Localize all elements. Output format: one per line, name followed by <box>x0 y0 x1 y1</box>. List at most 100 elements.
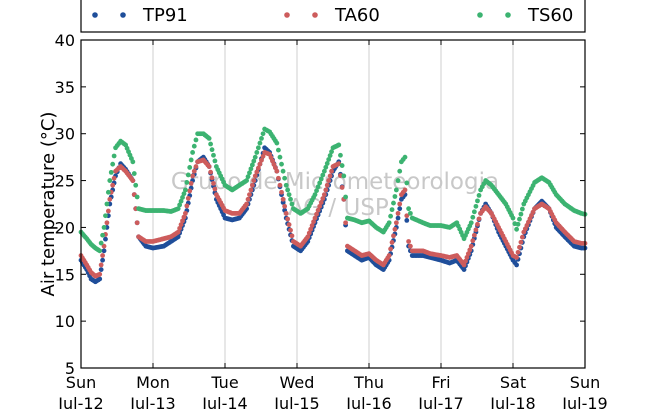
watermark-line-2: IAG / USP <box>281 195 389 221</box>
data-point <box>285 216 291 222</box>
data-point <box>254 150 260 155</box>
data-point <box>306 230 312 236</box>
data-point <box>391 233 396 239</box>
data-point <box>104 201 110 207</box>
data-point <box>175 229 181 235</box>
data-point <box>245 174 251 180</box>
y-tick-label: 40 <box>55 31 75 50</box>
data-point <box>248 187 254 193</box>
data-point <box>309 223 315 228</box>
data-point <box>184 180 190 185</box>
data-point <box>329 149 334 155</box>
data-point <box>515 221 521 227</box>
data-point <box>188 157 194 163</box>
data-point <box>318 200 324 205</box>
data-point <box>286 192 292 198</box>
data-point <box>289 233 295 239</box>
data-point <box>514 255 519 260</box>
data-point <box>283 210 289 216</box>
data-point <box>517 244 522 250</box>
data-point <box>327 153 333 158</box>
data-point <box>187 165 193 170</box>
x-tick-day-label: Sun <box>570 373 600 392</box>
data-point <box>517 216 522 222</box>
data-point <box>406 206 411 212</box>
data-point <box>254 169 260 175</box>
data-point <box>468 243 474 249</box>
data-point <box>98 267 104 272</box>
data-point <box>315 184 321 190</box>
x-tick-day-label: Fri <box>431 373 450 392</box>
data-point <box>471 209 477 215</box>
data-point <box>107 178 113 183</box>
x-tick-date-label: Jul-15 <box>273 394 319 409</box>
data-point <box>320 172 326 178</box>
data-point <box>388 246 393 252</box>
data-point <box>336 142 342 148</box>
data-point <box>514 262 519 268</box>
data-point <box>339 185 345 190</box>
legend-marker <box>92 12 98 18</box>
data-point <box>206 136 212 141</box>
data-point <box>388 213 393 219</box>
data-point <box>209 175 215 181</box>
data-point <box>105 189 111 195</box>
y-axis: 5 10 15 20 25 30 35 40 <box>55 31 585 378</box>
data-point <box>260 131 266 137</box>
x-tick-day-label: Tue <box>210 373 238 392</box>
data-point <box>289 201 295 207</box>
data-point <box>395 215 401 221</box>
data-point <box>190 173 196 179</box>
data-point <box>317 203 323 209</box>
data-point <box>280 168 286 174</box>
data-point <box>97 271 103 277</box>
data-point <box>183 187 188 193</box>
legend-marker <box>284 12 290 18</box>
data-point <box>329 168 334 174</box>
data-point <box>209 147 215 153</box>
data-point <box>397 201 403 207</box>
data-point <box>323 164 329 170</box>
data-point <box>518 239 524 245</box>
data-point <box>470 238 476 244</box>
data-point <box>193 164 199 169</box>
data-point <box>98 240 104 246</box>
data-point <box>404 180 410 186</box>
data-point <box>473 203 479 209</box>
legend-marker <box>477 12 483 18</box>
data-point <box>187 188 193 194</box>
x-axis: Sun Jul-12 Mon Jul-13 Tue Jul-14 Wed Jul-15 Thu J… <box>57 40 608 409</box>
data-point <box>475 221 480 227</box>
data-point <box>208 141 214 147</box>
data-point <box>514 226 519 232</box>
data-point <box>111 153 117 159</box>
data-point <box>288 227 293 233</box>
data-point <box>408 210 413 216</box>
data-point <box>107 196 113 202</box>
data-point <box>518 211 524 217</box>
data-point <box>317 180 323 186</box>
data-point <box>260 153 266 159</box>
data-point <box>285 187 291 193</box>
y-tick-label: 30 <box>55 125 75 144</box>
data-point <box>130 178 136 183</box>
data-point <box>338 152 343 158</box>
data-point <box>324 182 330 188</box>
data-point <box>249 182 255 188</box>
data-point <box>181 191 187 197</box>
data-point <box>320 196 326 201</box>
data-point <box>244 201 250 207</box>
gridlines <box>152 40 514 368</box>
data-point <box>191 143 197 149</box>
data-point <box>288 196 293 202</box>
data-point <box>259 136 264 141</box>
data-point <box>395 178 401 183</box>
x-tick-date-label: Jul-12 <box>57 394 103 409</box>
data-point <box>255 145 261 151</box>
data-point <box>471 232 477 238</box>
plot-frame <box>80 39 586 369</box>
data-point <box>519 234 525 240</box>
x-tick-date-label: Jul-17 <box>417 394 463 409</box>
data-point <box>100 232 105 238</box>
data-point <box>211 152 216 158</box>
